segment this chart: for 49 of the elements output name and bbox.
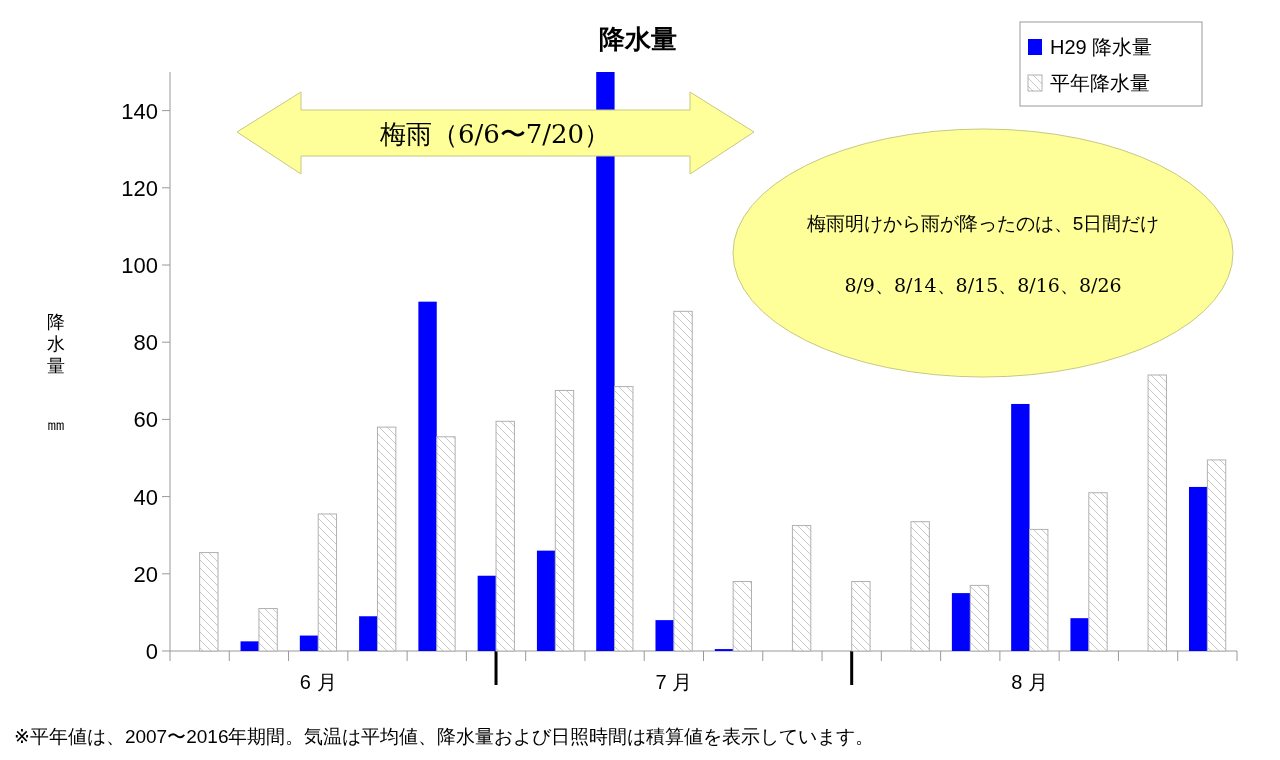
y-tick-label: 80 [133, 330, 158, 356]
bar [376, 426, 397, 652]
x-tick-label: 7 月 [655, 671, 693, 693]
bar [851, 581, 871, 652]
bar [1070, 618, 1089, 651]
y-tick-label: 100 [121, 253, 158, 278]
bar [732, 581, 753, 652]
bar [436, 436, 456, 652]
bar [655, 620, 674, 651]
bar [1029, 528, 1049, 652]
bar [614, 386, 634, 652]
bar [554, 389, 575, 652]
y-tick-label: 140 [121, 98, 158, 124]
bar [791, 525, 812, 652]
annotation: 梅雨（6/6〜7/20） [378, 119, 611, 149]
bar [495, 420, 515, 652]
text: 降水量㎜ [47, 312, 65, 434]
y-tick-label: 60 [133, 407, 158, 433]
annotation: 梅雨明けから雨が降ったのは、5日間だけ [805, 213, 1160, 234]
x-tick-label: 6 月 [299, 671, 337, 693]
y-tick-label: 40 [133, 484, 158, 510]
legend-label: 平年降水量 [1050, 72, 1150, 94]
y-tick-label: 20 [133, 561, 158, 587]
bar [951, 593, 971, 651]
bar [1206, 459, 1227, 652]
y-tick-label: 0 [145, 639, 158, 664]
bar [258, 608, 278, 652]
bar [1188, 486, 1208, 651]
bar [969, 584, 990, 652]
bar [1147, 374, 1167, 652]
bar [418, 301, 437, 651]
bar [477, 575, 497, 651]
bar [299, 635, 319, 651]
bar [317, 513, 338, 652]
x-tick-label: 8 月 [1011, 671, 1048, 693]
bar [1088, 492, 1108, 652]
bar [673, 310, 693, 652]
annotation: 8/9、8/14、8/15、8/16、8/26 [844, 274, 1122, 296]
y-tick-label: 120 [121, 175, 158, 201]
bar [910, 521, 930, 652]
legend-label: H29 降水量 [1050, 36, 1153, 58]
bar [240, 641, 259, 651]
bar [359, 616, 378, 651]
bar [199, 552, 219, 652]
chart-title: 降水量 [599, 24, 677, 54]
bar [596, 72, 615, 651]
bar [1011, 403, 1030, 651]
text: ※平年値は、2007〜2016年期間。気温は平均値、降水量および日照時間は積算値を表示しています。 [14, 726, 875, 747]
bar [536, 550, 556, 651]
